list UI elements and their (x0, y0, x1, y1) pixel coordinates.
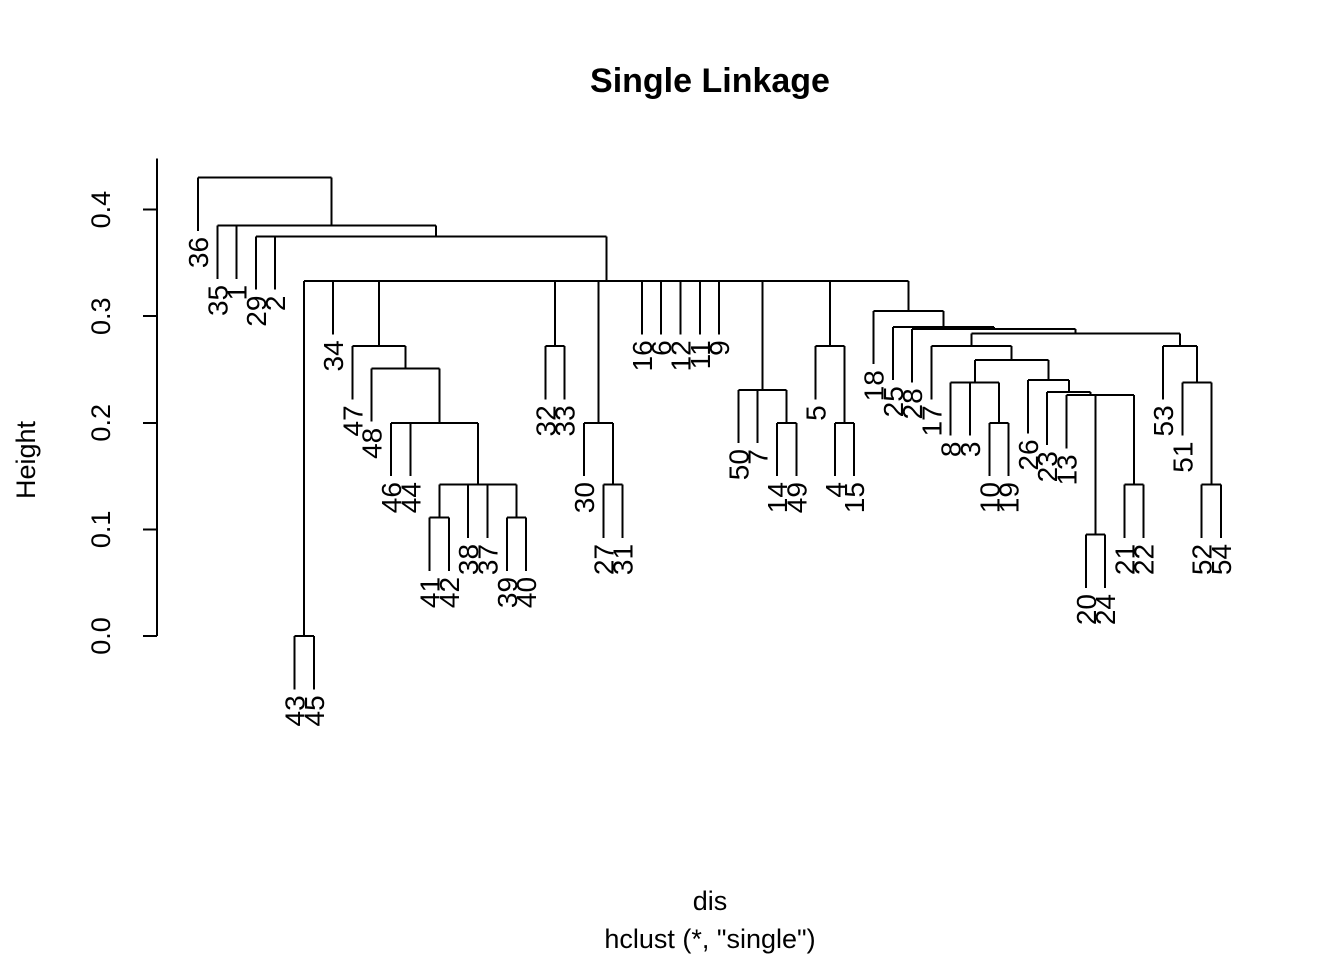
leaf-label-30: 30 (569, 482, 600, 513)
leaf-label-11: 11 (685, 340, 716, 369)
dendrogram-tree (197, 176, 1222, 690)
leaf-label-32: 32 (530, 405, 561, 436)
leaf-label-34: 34 (318, 340, 349, 371)
leaf-label-1: 1 (222, 285, 253, 301)
leaf-label-31: 31 (608, 544, 639, 575)
leaf-label-2: 2 (260, 296, 291, 312)
leaf-label-7: 7 (743, 449, 774, 465)
leaf-label-23: 23 (1032, 451, 1063, 482)
x-axis-label: dis (693, 886, 728, 916)
leaf-label-38: 38 (453, 544, 484, 575)
leaf-label-41: 41 (415, 577, 446, 608)
leaf-label-43: 43 (280, 695, 311, 726)
leaf-label-15: 15 (839, 482, 870, 513)
leaf-label-37: 37 (473, 544, 504, 575)
leaf-label-16: 16 (627, 340, 658, 371)
leaf-label-24: 24 (1090, 594, 1121, 625)
y-tick-label-4: 0.4 (86, 191, 116, 229)
leaf-label-51: 51 (1167, 442, 1198, 473)
leaf-label-49: 49 (781, 482, 812, 513)
y-tick-label-1: 0.1 (86, 511, 116, 549)
leaf-label-14: 14 (762, 482, 793, 513)
leaf-label-53: 53 (1148, 405, 1179, 436)
leaf-label-17: 17 (916, 405, 947, 436)
leaf-label-3: 3 (955, 442, 986, 458)
leaf-label-50: 50 (723, 449, 754, 480)
leaf-label-26: 26 (1013, 439, 1044, 470)
leaf-label-40: 40 (511, 577, 542, 608)
leaf-label-29: 29 (241, 296, 272, 327)
y-axis-label: Height (11, 420, 41, 499)
leaf-label-12: 12 (666, 340, 697, 371)
leaf-label-20: 20 (1071, 594, 1102, 625)
leaf-label-44: 44 (395, 482, 426, 513)
leaf-label-47: 47 (337, 405, 368, 436)
leaf-label-27: 27 (588, 544, 619, 575)
leaf-label-48: 48 (357, 428, 388, 459)
x-axis-sublabel: hclust (*, "single") (604, 924, 815, 954)
leaf-label-42: 42 (434, 577, 465, 608)
leaf-label-8: 8 (936, 442, 967, 458)
leaf-label-39: 39 (492, 577, 523, 608)
leaf-label-5: 5 (801, 405, 832, 421)
leaf-label-19: 19 (994, 482, 1025, 513)
leaf-label-13: 13 (1052, 454, 1083, 485)
leaf-label-28: 28 (897, 388, 928, 419)
leaf-label-45: 45 (299, 695, 330, 726)
leaf-label-6: 6 (646, 340, 677, 356)
chart-title: Single Linkage (590, 62, 830, 100)
leaf-label-36: 36 (183, 237, 214, 268)
y-tick-label-2: 0.2 (86, 404, 116, 442)
leaf-label-22: 22 (1129, 544, 1160, 575)
leaf-labels: 3635129243453447484644414238373940323330… (183, 237, 1237, 727)
leaf-label-54: 54 (1206, 544, 1237, 575)
leaf-label-46: 46 (376, 482, 407, 513)
leaf-label-35: 35 (202, 285, 233, 316)
leaf-label-10: 10 (974, 482, 1005, 513)
leaf-label-21: 21 (1109, 544, 1140, 575)
leaf-label-9: 9 (704, 340, 735, 356)
y-tick-label-3: 0.3 (86, 297, 116, 335)
leaf-label-18: 18 (859, 370, 890, 401)
leaf-label-4: 4 (820, 482, 851, 498)
leaf-label-25: 25 (878, 386, 909, 417)
leaf-label-52: 52 (1187, 544, 1218, 575)
y-axis: 0.0 0.1 0.2 0.3 0.4 (86, 158, 158, 655)
y-tick-label-0: 0.0 (86, 617, 116, 655)
leaf-label-33: 33 (550, 405, 581, 436)
